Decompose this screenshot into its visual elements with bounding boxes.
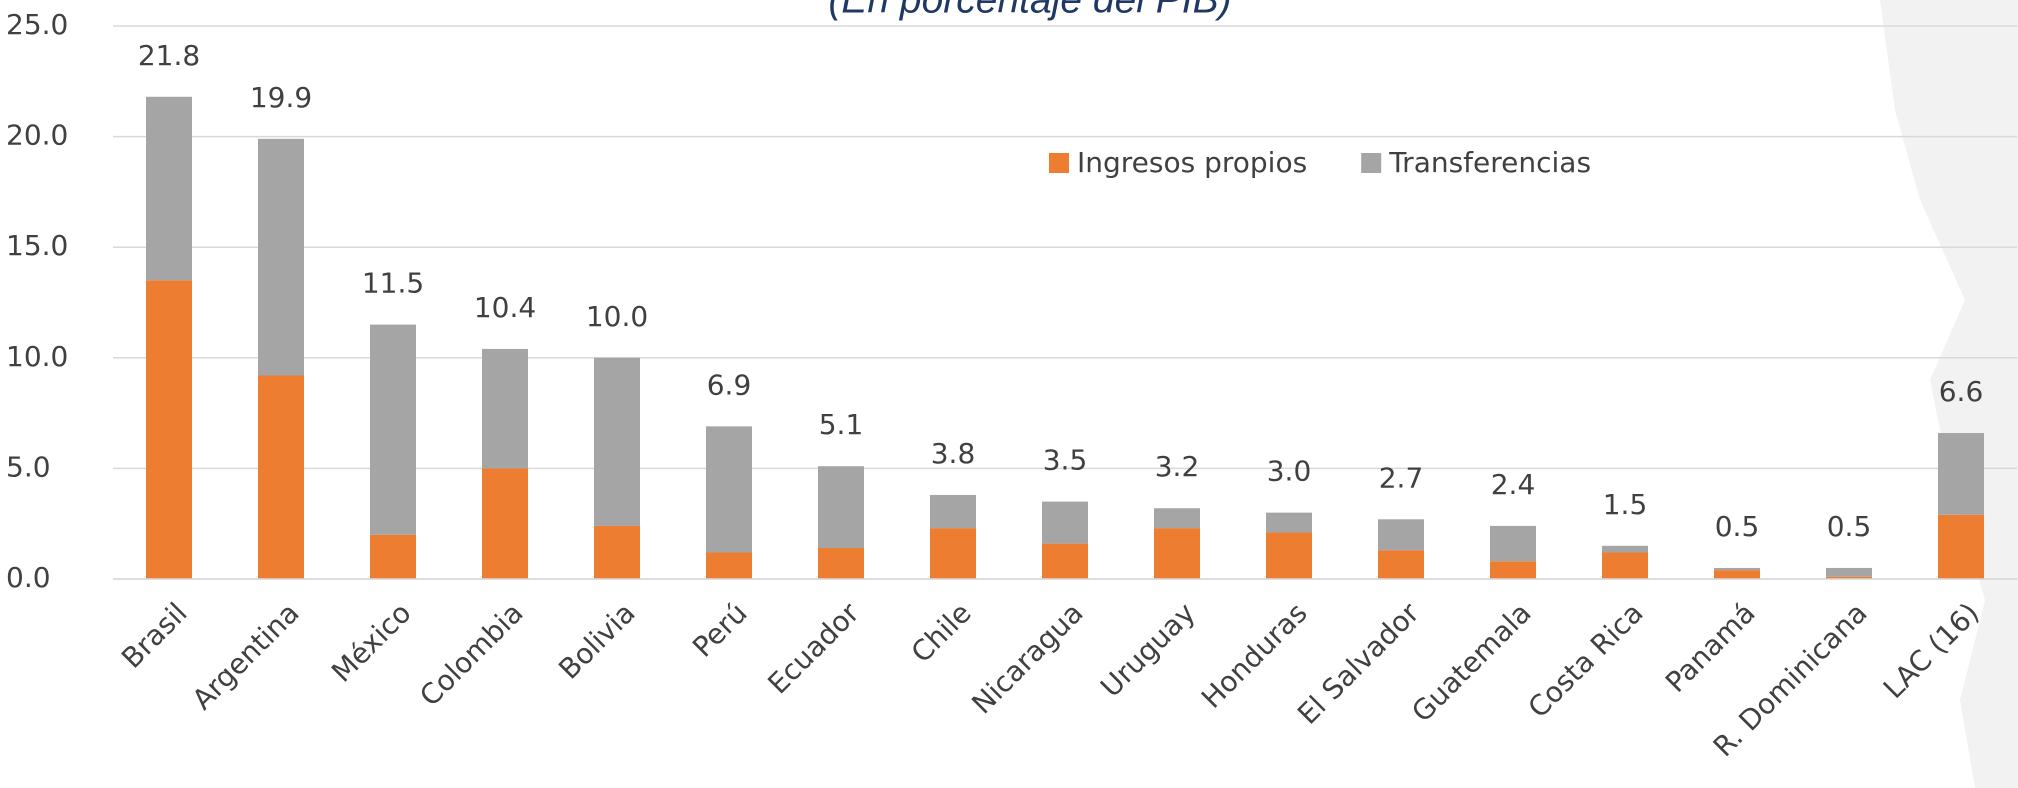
x-tick-label: Costa Rica xyxy=(1522,596,1650,724)
bar-segment xyxy=(1602,545,1648,553)
x-tick-label: Colombia xyxy=(413,596,529,712)
x-tick-label: El Salvador xyxy=(1291,596,1426,731)
bar-segment xyxy=(1602,552,1648,579)
total-label: 3.2 xyxy=(1155,450,1200,483)
bar-segment xyxy=(930,494,976,529)
x-tick-label: Bolivia xyxy=(552,596,641,685)
total-label: 6.9 xyxy=(707,368,752,401)
bar-segment xyxy=(1378,519,1424,551)
x-tick-label: Guatemala xyxy=(1405,596,1537,728)
bar-segment xyxy=(1266,512,1312,533)
bar-segment xyxy=(818,466,864,549)
bar-segment xyxy=(1154,508,1200,529)
bar-segment xyxy=(482,348,528,469)
total-label: 11.5 xyxy=(362,267,424,300)
bar-segment xyxy=(1042,543,1088,579)
bar-segment xyxy=(1154,528,1200,579)
total-label: 21.8 xyxy=(138,39,200,72)
x-tick-label: Uruguay xyxy=(1094,596,1201,703)
y-tick-label: 15.0 xyxy=(6,229,68,262)
chart-subtitle: (En porcentaje del PIB) xyxy=(828,0,1231,21)
total-label: 0.5 xyxy=(1827,510,1872,543)
bar-segment xyxy=(1826,576,1872,579)
x-tick-label: Argentina xyxy=(186,596,306,716)
x-tick-label: Honduras xyxy=(1195,596,1314,715)
y-tick-label: 25.0 xyxy=(6,8,68,41)
bar-segment xyxy=(370,324,416,535)
total-label: 2.4 xyxy=(1491,468,1536,501)
total-label: 2.7 xyxy=(1379,461,1424,494)
x-tick-label: Nicaragua xyxy=(965,596,1089,720)
total-label: 3.8 xyxy=(931,437,976,470)
bar-segment xyxy=(706,426,752,553)
total-label: 3.0 xyxy=(1267,455,1312,488)
bar-segment xyxy=(930,528,976,579)
bar-segment xyxy=(1938,514,1984,579)
x-tick-label: Ecuador xyxy=(761,596,866,701)
legend-label: Transferencias xyxy=(1388,146,1591,179)
bar-segment xyxy=(1266,532,1312,579)
bar-segment xyxy=(482,468,528,579)
total-label: 10.4 xyxy=(474,291,536,324)
bar-segment xyxy=(1826,567,1872,577)
legend-label: Ingresos propios xyxy=(1077,146,1307,179)
bar-segment xyxy=(706,552,752,579)
x-tick-label: Panamá xyxy=(1659,596,1762,699)
bar-segment xyxy=(370,534,416,579)
bar-segment xyxy=(146,280,192,579)
x-tick-label: Perú xyxy=(686,596,753,663)
y-tick-label: 20.0 xyxy=(6,119,68,152)
legend-swatch xyxy=(1361,153,1382,173)
x-tick-label: Brasil xyxy=(115,596,194,675)
y-tick-label: 10.0 xyxy=(6,340,68,373)
total-label: 3.5 xyxy=(1043,444,1088,477)
bar-segment xyxy=(1490,525,1536,562)
total-label: 10.0 xyxy=(586,300,648,333)
x-tick-label: Chile xyxy=(905,596,978,669)
y-tick-label: 5.0 xyxy=(6,450,51,483)
total-label: 19.9 xyxy=(250,81,312,114)
bar-segment xyxy=(146,96,192,281)
bar-segment xyxy=(1378,550,1424,579)
total-label: 1.5 xyxy=(1603,488,1648,521)
bar-segment xyxy=(1490,561,1536,579)
bar-segment xyxy=(594,525,640,579)
bar-segment xyxy=(258,138,304,376)
bar-segment xyxy=(594,357,640,526)
total-label: 0.5 xyxy=(1715,510,1760,543)
total-label: 5.1 xyxy=(819,408,864,441)
y-tick-label: 0.0 xyxy=(6,561,51,594)
bar-segment xyxy=(1714,570,1760,579)
x-tick-label: México xyxy=(325,596,417,688)
bar-segment xyxy=(1938,433,1984,515)
total-label: 6.6 xyxy=(1939,375,1984,408)
bar-segment xyxy=(1042,501,1088,544)
legend-swatch xyxy=(1049,153,1069,173)
bar-segment xyxy=(258,375,304,579)
background-map xyxy=(1880,0,2018,788)
bar-segment xyxy=(818,548,864,579)
bar-segment xyxy=(1714,567,1760,571)
